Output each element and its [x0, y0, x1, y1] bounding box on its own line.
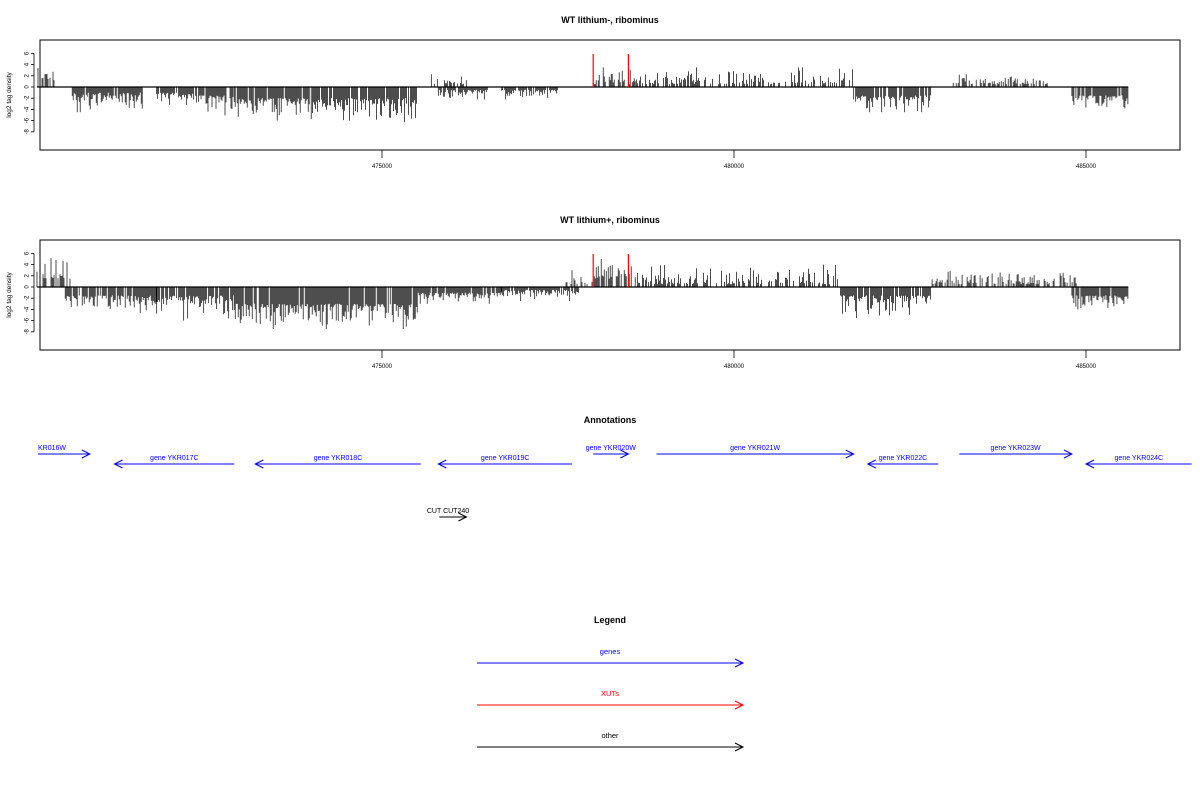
gene-arrow — [437, 459, 573, 469]
other-label: CUT CUT240 — [427, 508, 469, 515]
gene-arrow — [113, 459, 235, 469]
y-tick-label: -2 — [25, 295, 31, 301]
arrow-head — [866, 459, 876, 469]
plot-frame — [39, 39, 1181, 151]
arrow-head — [734, 700, 745, 710]
gene-label: gene YKR018C — [314, 455, 363, 462]
legend-label: genes — [600, 647, 621, 656]
arrow-head — [1084, 459, 1095, 469]
x-axis: 475000 480000 485000 — [372, 150, 1097, 170]
arrow-head — [1063, 449, 1074, 459]
gene-arrow — [593, 449, 630, 459]
gene-label: gene YKR017C — [150, 455, 199, 462]
legend-title: Legend — [594, 615, 626, 625]
y-tick-label: 6 — [25, 251, 31, 255]
gene-arrow — [38, 449, 91, 459]
legend-items: genes XUTs other — [477, 647, 745, 752]
gene-arrow — [866, 459, 939, 469]
gene-label: gene YKR019C — [481, 455, 530, 462]
legend-label: other — [601, 731, 619, 740]
y-axis: 6 4 2 0 -2 -4 -6 -8 — [25, 51, 35, 134]
gene-label: gene YKR021W — [730, 445, 780, 452]
y-axis-label: log2 tag density — [6, 71, 13, 117]
annotations-track: Annotations KR016W gene YKR017C gene YKR01… — [38, 415, 1192, 522]
arrow-head — [437, 459, 447, 469]
x-tick-label: 475000 — [372, 164, 393, 170]
legend-arrow — [477, 700, 745, 710]
y-axis-label: log2 tag density — [6, 271, 13, 317]
legend-arrow — [477, 742, 745, 752]
y-tick-label: -8 — [25, 128, 31, 134]
arrow-head — [254, 459, 264, 469]
y-tick-label: -6 — [25, 317, 31, 323]
y-tick-label: -8 — [25, 328, 31, 334]
gene-arrow — [656, 449, 855, 459]
gene-arrow — [254, 459, 421, 469]
x-tick-label: 485000 — [1076, 364, 1097, 370]
gene-arrow — [1084, 459, 1192, 469]
arrow-head — [458, 512, 468, 522]
density-bars — [36, 258, 1129, 329]
y-tick-label: -4 — [25, 106, 31, 112]
x-axis: 475000 480000 485000 — [372, 350, 1097, 370]
legend-label: XUTs — [601, 689, 619, 698]
track-panel-lithium-minus: WT lithium-, ribominus log2 tag density … — [6, 15, 1181, 170]
y-tick-label: -2 — [25, 95, 31, 101]
y-tick-label: 2 — [25, 73, 31, 77]
legend: Legend genes XUTs other — [477, 615, 745, 752]
y-tick-label: -4 — [25, 306, 31, 312]
track-panel-lithium-plus: WT lithium+, ribominus log2 tag density … — [6, 215, 1181, 370]
y-tick-label: 6 — [25, 51, 31, 55]
x-tick-label: 480000 — [724, 364, 745, 370]
y-tick-label: 4 — [25, 62, 31, 66]
gene-label: KR016W — [38, 445, 66, 452]
x-tick-label: 480000 — [724, 164, 745, 170]
gene-label: gene YKR024C — [1115, 455, 1164, 462]
y-tick-label: 4 — [25, 262, 31, 266]
gene-label: gene YKR023W — [991, 445, 1041, 452]
arrow-head — [81, 449, 91, 459]
y-tick-label: -6 — [25, 117, 31, 123]
y-tick-label: 2 — [25, 273, 31, 277]
gene-label: gene YKR020W — [586, 445, 636, 452]
y-tick-label: 0 — [25, 85, 31, 89]
density-bars — [37, 67, 1129, 123]
arrow-head — [113, 459, 123, 469]
arrow-head — [620, 449, 630, 459]
arrow-head — [734, 658, 745, 668]
gene-arrows: KR016W gene YKR017C gene YKR018C gene YKR01… — [38, 445, 1192, 522]
annotations-title: Annotations — [584, 415, 637, 425]
xut-highlights — [592, 253, 630, 287]
y-axis: 6 4 2 0 -2 -4 -6 -8 — [25, 251, 35, 334]
plot-frame — [39, 239, 1181, 351]
density-bar-marks — [37, 67, 1129, 123]
gene-label: gene YKR022C — [879, 455, 928, 462]
panel-title: WT lithium+, ribominus — [560, 215, 660, 225]
x-tick-label: 485000 — [1076, 164, 1097, 170]
gene-arrow — [959, 449, 1074, 459]
legend-arrow — [477, 658, 745, 668]
xut-highlights — [592, 53, 630, 87]
other-arrow — [439, 512, 468, 522]
arrow-head — [734, 742, 745, 752]
y-tick-label: 0 — [25, 285, 31, 289]
x-tick-label: 475000 — [372, 364, 393, 370]
density-bar-marks — [36, 258, 1129, 329]
arrow-head — [845, 449, 855, 459]
panel-title: WT lithium-, ribominus — [561, 15, 659, 25]
